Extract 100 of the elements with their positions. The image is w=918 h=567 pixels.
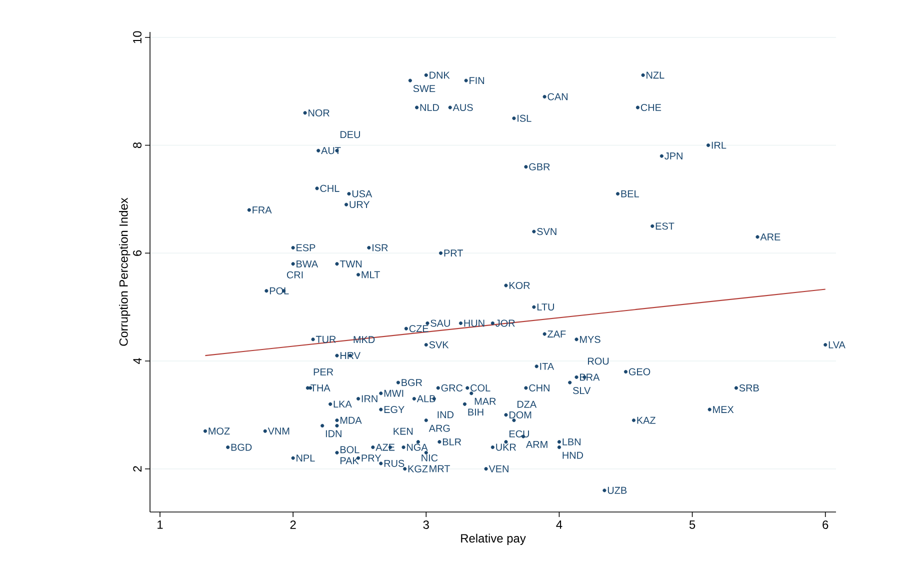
annotation: LKA	[334, 400, 352, 408]
annotation: LBN	[562, 438, 580, 446]
annotation: TUR	[316, 336, 336, 343]
annotation: CRI	[286, 271, 303, 278]
annotation: MRT	[430, 465, 450, 472]
annotation: KEN	[394, 428, 413, 435]
annotation: PAK	[340, 457, 359, 464]
annotation: NLD	[420, 104, 439, 111]
x-tick-label: 1	[158, 520, 163, 529]
annotation: ECU	[510, 430, 529, 438]
annotation: MOZ	[208, 428, 230, 435]
annotation: SRB	[739, 384, 759, 392]
y-axis-title: Corruption Perception Index	[119, 198, 130, 346]
annotation: HUN	[464, 320, 484, 327]
annotation: BGD	[231, 444, 252, 451]
annotation: THA	[310, 384, 330, 392]
annotation: PRT	[444, 250, 463, 257]
annotation: CZE	[409, 325, 428, 332]
y-tick-label: 6	[133, 250, 142, 256]
x-tick-label: 3	[423, 520, 429, 529]
annotation: EST	[656, 222, 674, 230]
annotation: MAR	[474, 398, 496, 405]
annotation: CHE	[640, 104, 662, 112]
annotation: DNK	[430, 72, 450, 79]
annotation: NIC	[422, 454, 438, 462]
annotation: NPL	[296, 454, 315, 462]
annotation: LVA	[828, 341, 846, 348]
annotation: BGR	[402, 379, 422, 386]
annotation: GBR	[529, 163, 550, 170]
annotation: VEN	[488, 465, 508, 472]
annotation: URY	[350, 201, 370, 208]
annotation: GRC	[441, 384, 463, 392]
annotation: ITA	[540, 362, 554, 370]
annotation: FRA	[252, 206, 272, 214]
y-tick-label: 8	[133, 142, 142, 148]
annotation: MEX	[713, 406, 734, 413]
annotation: BOL	[340, 446, 360, 454]
annotation: SLV	[573, 387, 591, 394]
annotation: MLT	[362, 271, 380, 278]
annotation: KOR	[510, 282, 530, 289]
annotation: PER	[314, 368, 334, 376]
x-tick-label: 4	[556, 520, 562, 529]
annotation: ARG	[428, 424, 450, 432]
x-axis-title: Relative pay	[461, 534, 526, 545]
annotation: POL	[270, 287, 289, 294]
annotation: RUS	[384, 460, 404, 467]
annotation: SWE	[413, 85, 436, 92]
annotation: HND	[562, 452, 584, 459]
annotation: BLR	[442, 438, 462, 446]
annotation: KAZ	[637, 416, 656, 424]
annotation: IRL	[712, 142, 726, 149]
annotation: SAU	[430, 320, 450, 327]
annotation: TWN	[340, 260, 362, 268]
annotation: ROU	[588, 358, 609, 365]
annotation: IND	[438, 411, 454, 418]
annotation: DOM	[510, 411, 532, 418]
x-tick-label: 6	[822, 520, 828, 529]
annotation: PRY	[362, 454, 382, 462]
annotation: IRN	[362, 395, 378, 402]
x-tick-label: 2	[290, 520, 296, 529]
y-tick-label: 2	[133, 466, 142, 472]
annotation: VNM	[268, 428, 290, 435]
annotation: UZB	[608, 486, 627, 494]
annotation: CHN	[529, 384, 550, 392]
annotation: DEU	[340, 131, 360, 138]
annotation: JPN	[664, 152, 682, 160]
annotation: IDN	[326, 430, 342, 438]
annotation: AUT	[321, 147, 341, 154]
annotation: FIN	[470, 77, 484, 84]
annotation: CHL	[320, 184, 340, 192]
annotation: MWI	[384, 390, 404, 397]
annotation: BEL	[621, 190, 639, 198]
annotation: EGY	[384, 406, 404, 414]
annotation: DZA	[517, 400, 537, 408]
annotation: SVK	[429, 341, 449, 348]
annotation: USA	[352, 190, 372, 198]
annotation: BRA	[580, 374, 600, 381]
annotation: GEO	[628, 368, 650, 376]
annotation: ISL	[518, 114, 532, 122]
y-tick-label: 4	[133, 358, 142, 364]
annotation: AUS	[452, 104, 473, 112]
y-tick-label: 10	[133, 31, 142, 44]
annotation: KGZ	[408, 465, 428, 472]
annotation: UKR	[496, 444, 516, 451]
annotation: ZAF	[548, 330, 566, 338]
annotation: NZL	[646, 72, 664, 79]
annotation: CAN	[548, 93, 568, 100]
annotation: NOR	[308, 109, 330, 116]
annotation: ISR	[372, 244, 388, 252]
annotation: SVN	[537, 228, 556, 236]
annotation: COL	[470, 384, 490, 392]
annotation: MDA	[340, 416, 362, 424]
annotation: BIH	[468, 408, 484, 416]
annotation: ARM	[526, 441, 548, 448]
annotation: MYS	[580, 336, 600, 343]
annotation: BWA	[296, 260, 318, 268]
annotation: ARE	[760, 234, 780, 240]
x-tick-label: 5	[689, 520, 696, 529]
annotation: LTU	[537, 304, 554, 311]
annotation: NGA	[407, 444, 428, 451]
